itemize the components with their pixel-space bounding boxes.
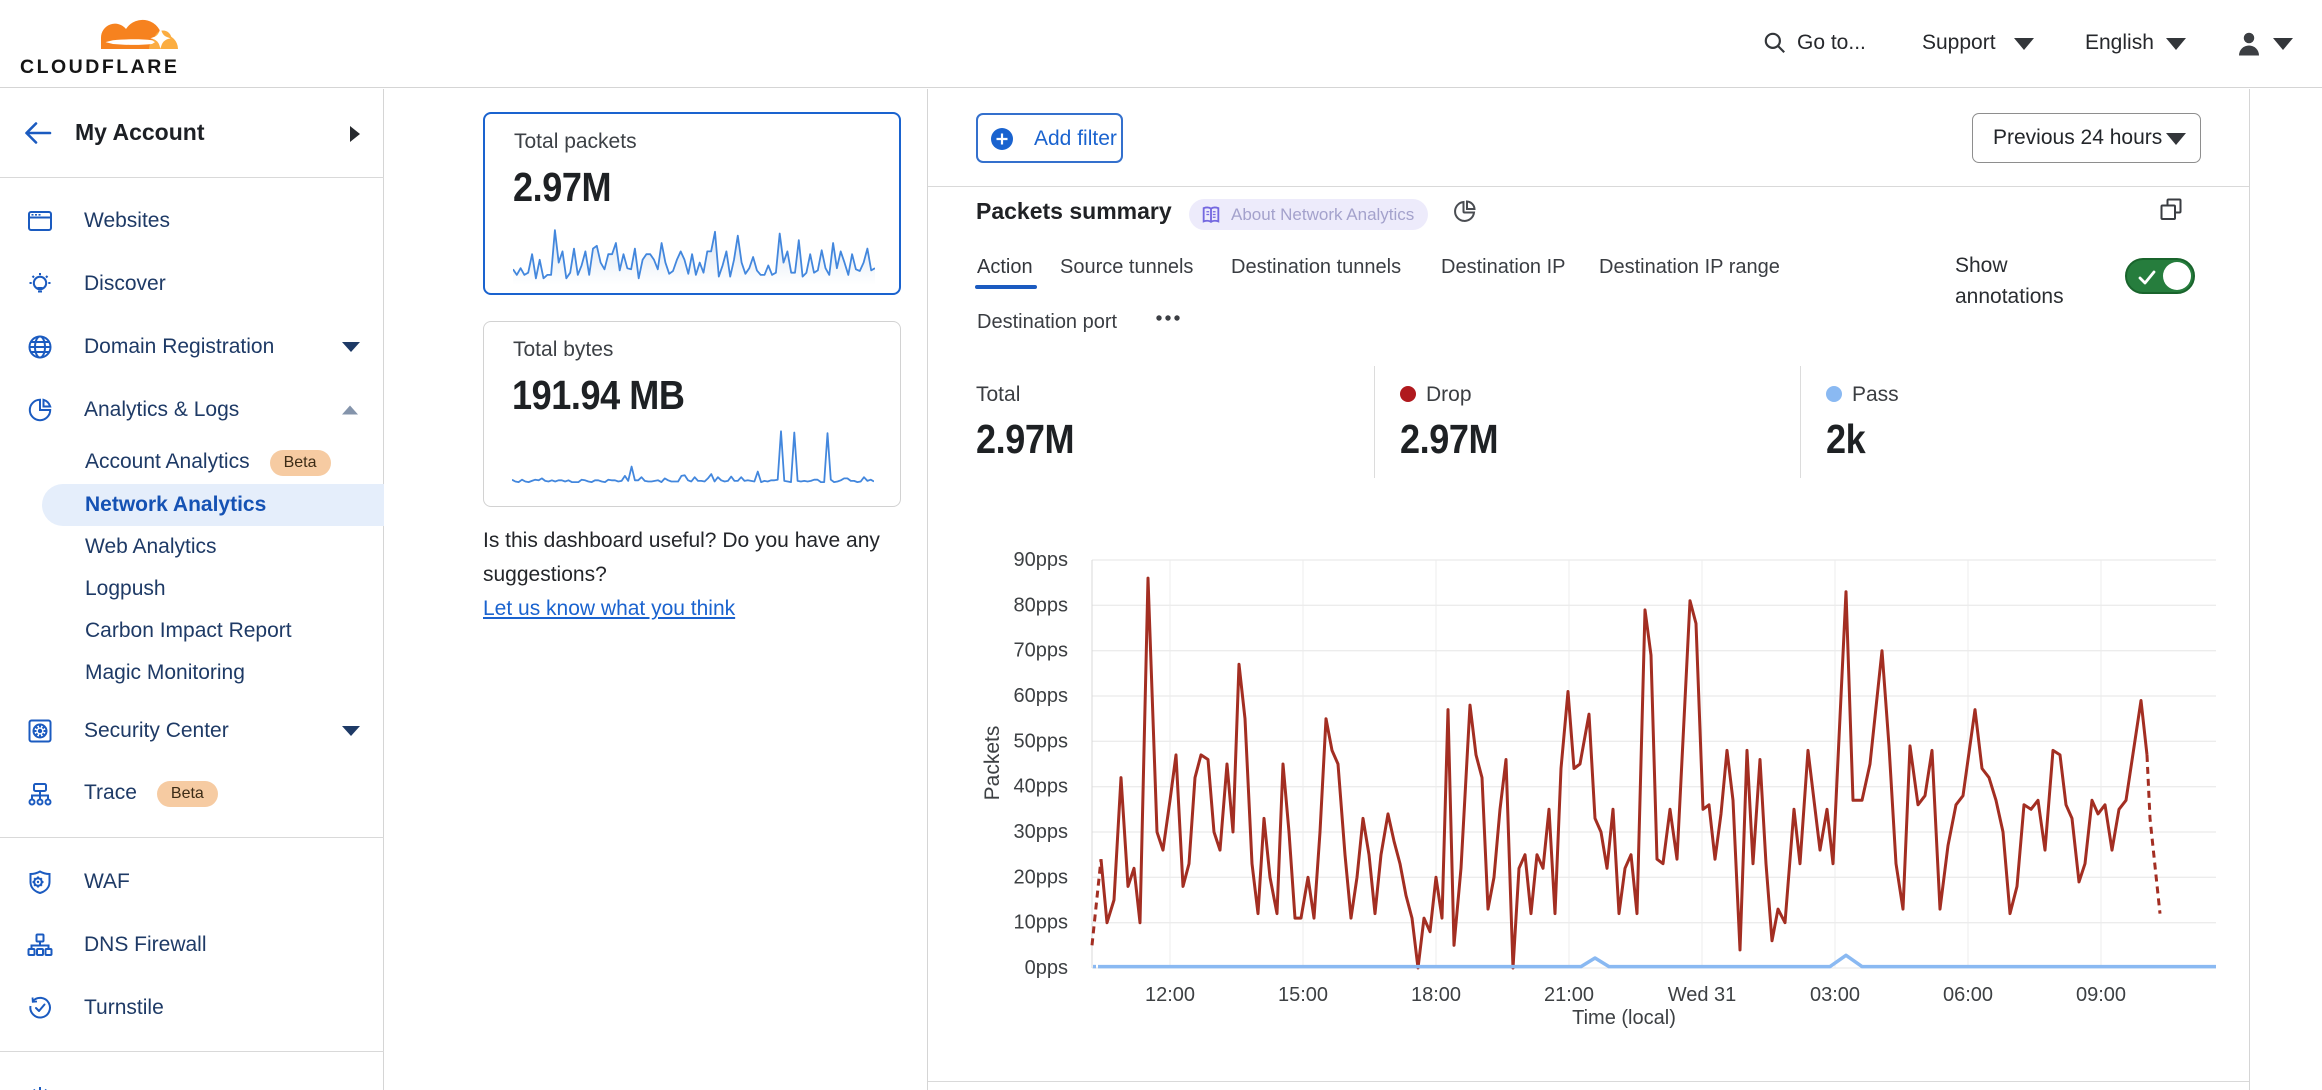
svg-text:Packets: Packets: [981, 726, 1004, 801]
svg-text:90pps: 90pps: [1014, 549, 1069, 571]
svg-text:21:00: 21:00: [1544, 984, 1594, 1006]
svg-text:06:00: 06:00: [1943, 984, 1993, 1006]
svg-text:0pps: 0pps: [1025, 957, 1068, 979]
svg-text:Time (local): Time (local): [1572, 1007, 1676, 1029]
svg-text:80pps: 80pps: [1014, 594, 1069, 616]
svg-text:10pps: 10pps: [1014, 912, 1069, 934]
svg-text:70pps: 70pps: [1014, 640, 1069, 662]
svg-text:09:00: 09:00: [2076, 984, 2126, 1006]
svg-text:20pps: 20pps: [1014, 866, 1069, 888]
svg-text:50pps: 50pps: [1014, 730, 1069, 752]
svg-text:30pps: 30pps: [1014, 821, 1069, 843]
svg-text:Wed 31: Wed 31: [1668, 984, 1737, 1006]
svg-text:18:00: 18:00: [1411, 984, 1461, 1006]
svg-text:15:00: 15:00: [1278, 984, 1328, 1006]
svg-text:40pps: 40pps: [1014, 776, 1069, 798]
svg-text:CLOUDFLARE: CLOUDFLARE: [20, 56, 179, 78]
svg-text:60pps: 60pps: [1014, 685, 1069, 707]
svg-text:03:00: 03:00: [1810, 984, 1860, 1006]
svg-text:12:00: 12:00: [1145, 984, 1195, 1006]
